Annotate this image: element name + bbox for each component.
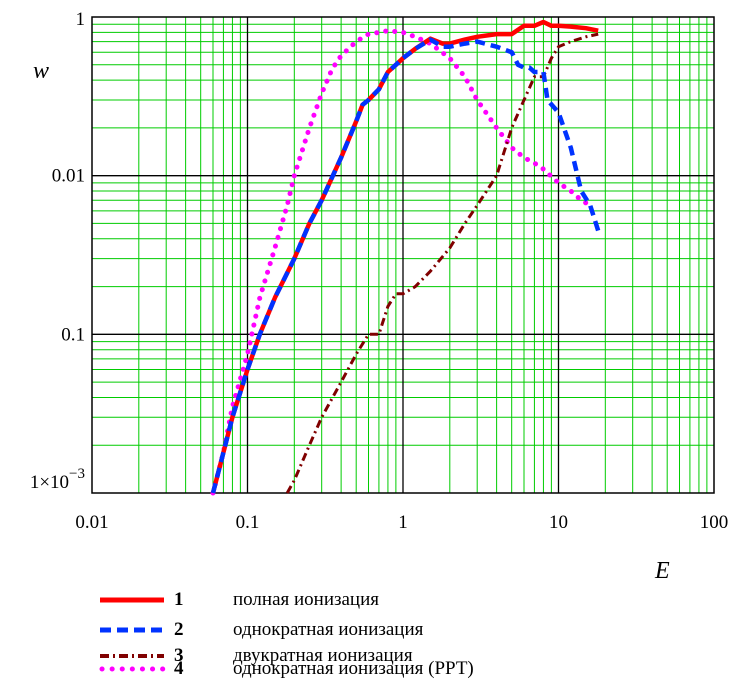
y-tick-labels: 1×10−3 0.1 0.01 1 <box>30 9 85 493</box>
legend-item-3: 3 двукратная ионизация <box>98 643 413 669</box>
legend-number-1: 1 <box>174 589 184 610</box>
grid-major-lines <box>92 17 714 493</box>
y-tick-label: 1 <box>76 9 86 30</box>
legend-sample-2 <box>100 627 164 633</box>
series-line-3 <box>285 32 599 494</box>
legend-label-1: полная ионизация <box>233 589 380 610</box>
legend-label-4: однократная ионизация (РРТ) <box>233 658 474 679</box>
legend-sample-1 <box>100 597 164 603</box>
y-tick-label: 0.1 <box>61 324 85 345</box>
series-line-1 <box>210 19 599 494</box>
plot-frame <box>91 16 715 494</box>
x-tick-label: 0.01 <box>75 512 108 533</box>
x-tick-label: 100 <box>700 512 729 533</box>
legend-number-2: 2 <box>174 619 184 640</box>
legend-item-2: 2 однократная ионизация <box>98 617 423 643</box>
y-tick-label: 0.01 <box>52 166 85 187</box>
series-line-4 <box>210 28 593 496</box>
y-axis-label: w <box>33 58 49 84</box>
y-tick-label: 1×10−3 <box>30 466 85 493</box>
x-tick-label: 1 <box>398 512 408 533</box>
legend-sample-4 <box>99 666 166 672</box>
legend-label-2: однократная ионизация <box>233 619 424 640</box>
series-line-2 <box>210 37 601 494</box>
legend-sample-3 <box>100 654 164 658</box>
x-tick-labels: 0.01 0.1 1 10 100 <box>75 512 728 533</box>
x-tick-label: 0.1 <box>236 512 260 533</box>
legend-number-3: 3 <box>174 645 184 666</box>
legend-item-1: 1 полная ионизация <box>98 587 379 613</box>
legend-item-4: 4 однократная ионизация (РРТ) <box>98 656 474 682</box>
x-axis-label: E <box>654 558 670 584</box>
legend-label-3: двукратная ионизация <box>233 645 413 666</box>
series-layer <box>210 19 601 496</box>
x-tick-label: 10 <box>549 512 568 533</box>
legend-number-4: 4 <box>174 658 184 679</box>
